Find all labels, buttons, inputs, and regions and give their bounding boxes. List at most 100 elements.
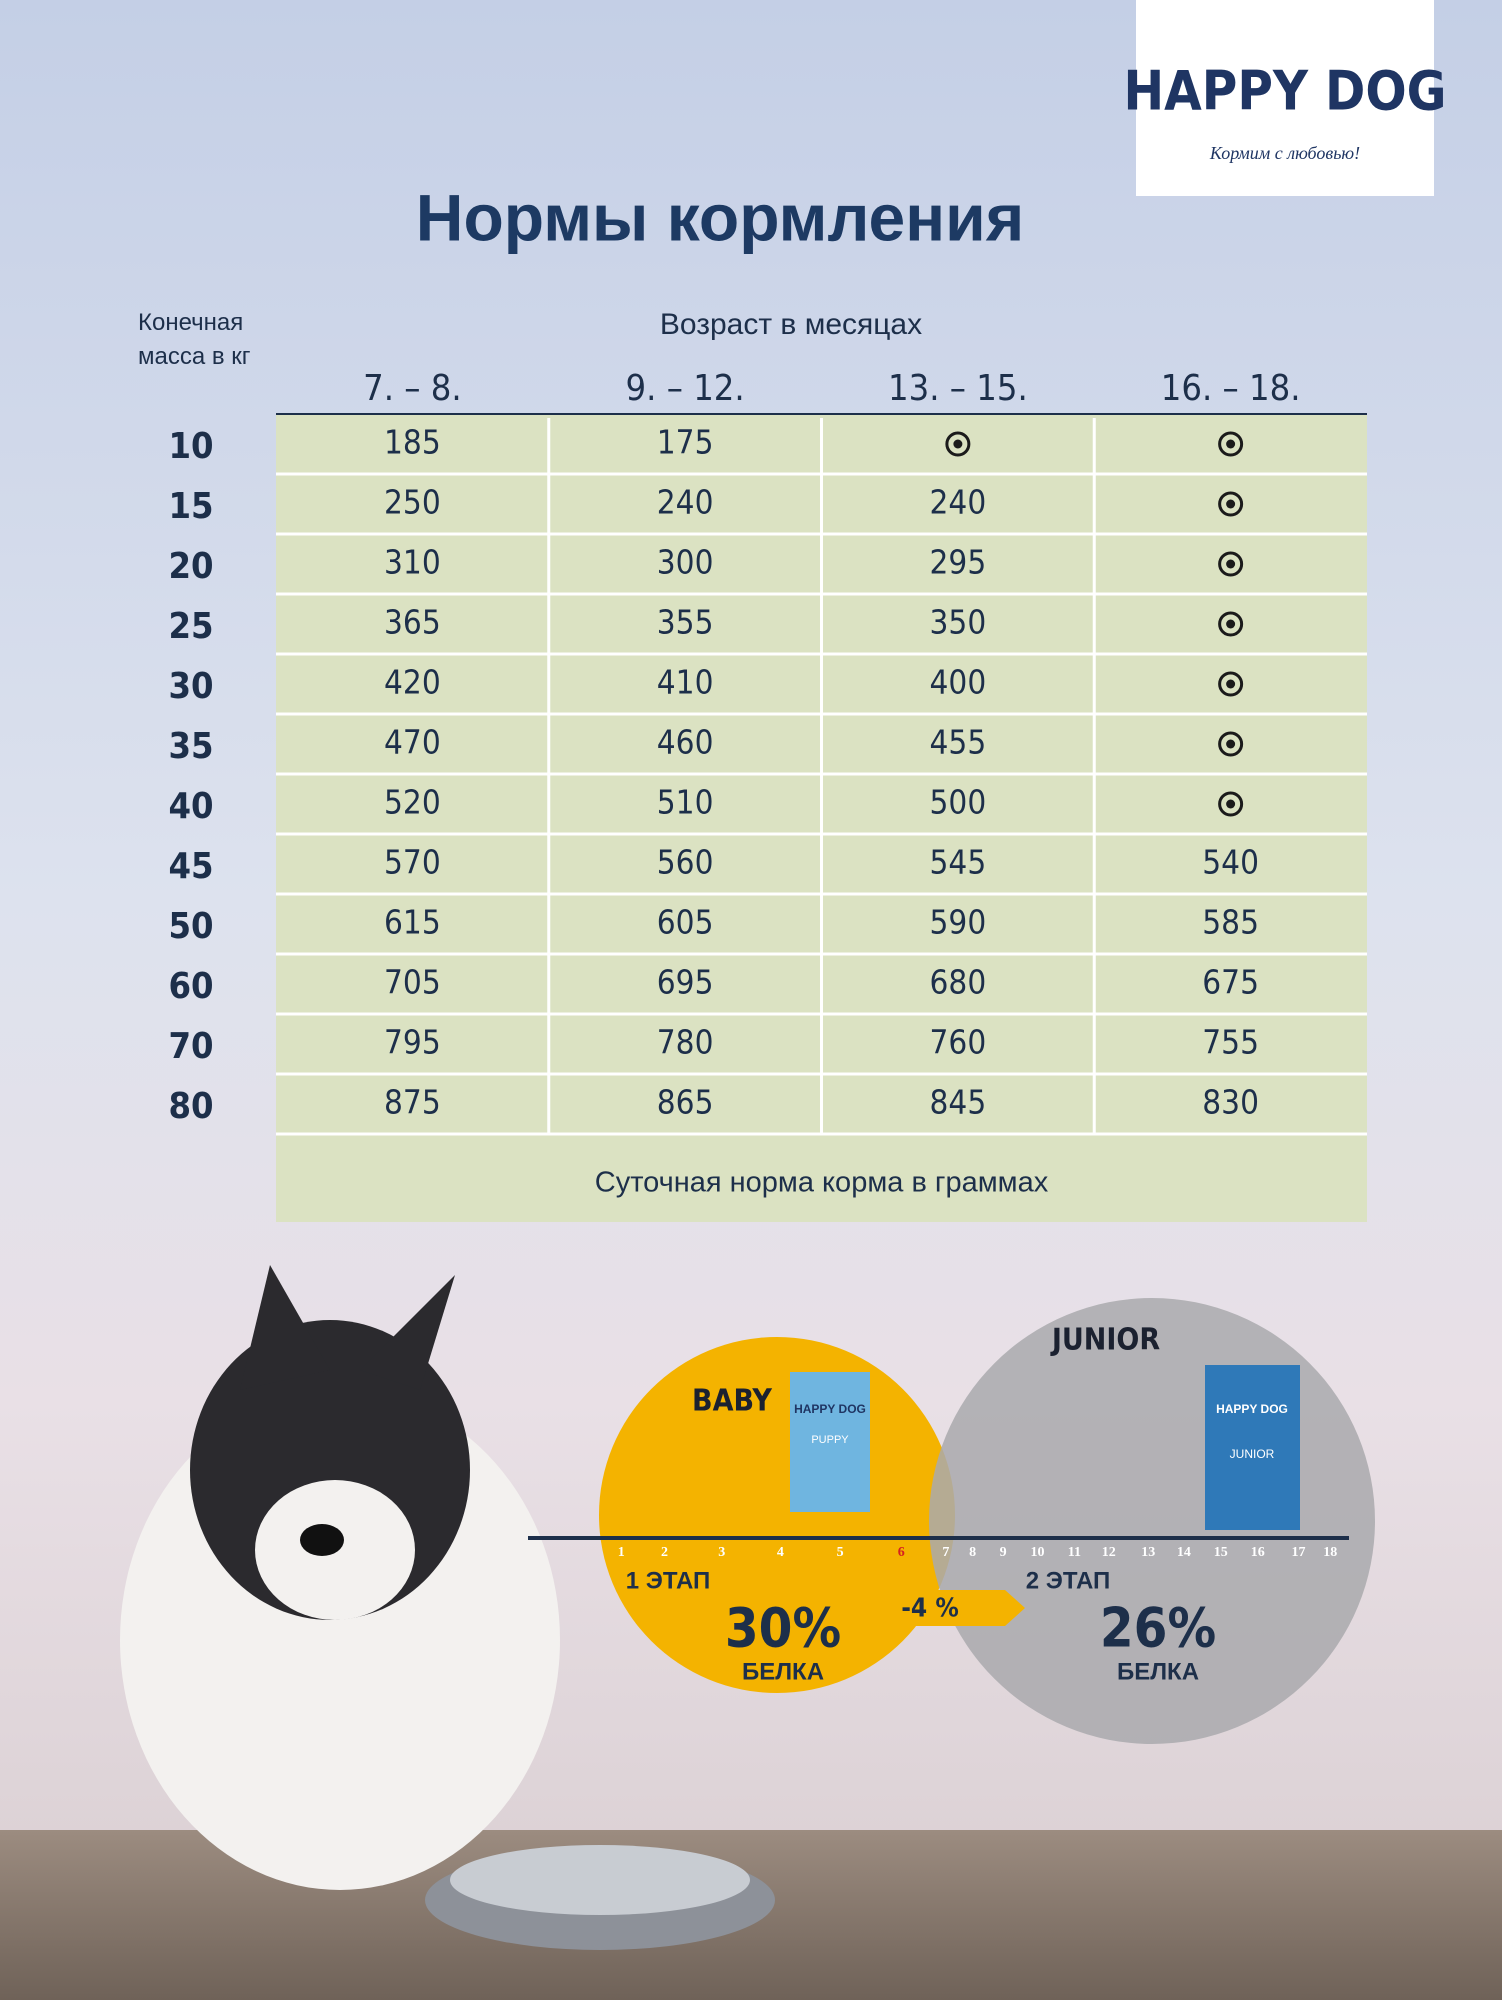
cell-value: 185: [384, 423, 441, 462]
month: 16: [1251, 1545, 1265, 1560]
cell-value: 675: [1202, 963, 1259, 1002]
cell-value: 760: [930, 1023, 987, 1062]
cell-value: 350: [930, 603, 987, 642]
month: 11: [1068, 1545, 1081, 1560]
cell-value: 250: [384, 483, 441, 522]
junior-pack: [1205, 1365, 1300, 1530]
column-header: 13. – 15.: [888, 368, 1028, 409]
column-header: 7. – 8.: [363, 368, 462, 409]
not-applicable-icon: [1218, 791, 1244, 817]
cell-value: 875: [384, 1083, 441, 1122]
cell-value: 605: [657, 903, 714, 942]
group-label: Возраст в месяцах: [660, 308, 922, 341]
month: 8: [969, 1545, 976, 1560]
weight: 60: [168, 966, 213, 1007]
cell-value: 420: [384, 663, 441, 702]
cell-value: 400: [930, 663, 987, 702]
slogan: Кормим с любовью!: [1209, 143, 1360, 163]
pack-brand: HAPPY DOG: [1216, 1402, 1288, 1416]
months: 1 2 3 4 5 6 7 8 9 10 11 12 13 14 15 16 17 18: [618, 1545, 1338, 1560]
not-applicable-icon: [1218, 731, 1244, 757]
puppy-illustration: [120, 1265, 775, 1950]
protein: 30%: [725, 1597, 841, 1660]
not-applicable-icon: [945, 431, 971, 457]
cell-value: 355: [657, 603, 714, 642]
cell-value: 560: [657, 843, 714, 882]
month: 4: [777, 1545, 784, 1560]
cell-value: 680: [930, 963, 987, 1002]
not-applicable-icon: [1218, 491, 1244, 517]
cell-value: 460: [657, 723, 714, 762]
cell-value: 300: [657, 543, 714, 582]
weight: 45: [168, 846, 213, 887]
cell-value: 520: [384, 783, 441, 822]
cell-value: 470: [384, 723, 441, 762]
cell-value: 755: [1202, 1023, 1259, 1062]
protein: 26%: [1100, 1597, 1216, 1660]
not-applicable-icon-dot: [1226, 799, 1236, 809]
cell-value: 540: [1202, 843, 1259, 882]
weight: 15: [168, 486, 213, 527]
arrow: [895, 1590, 1025, 1626]
cell-value: 310: [384, 543, 441, 582]
cell-value: 410: [657, 663, 714, 702]
cell-value: 780: [657, 1023, 714, 1062]
cell-value: 845: [930, 1083, 987, 1122]
cell-value: 365: [384, 603, 441, 642]
not-applicable-icon-dot: [1226, 439, 1236, 449]
not-applicable-icon-dot: [1226, 739, 1236, 749]
cell-value: 695: [657, 963, 714, 1002]
not-applicable-icon-dot: [1226, 499, 1236, 509]
not-applicable-icon-dot: [1226, 619, 1236, 629]
month: 15: [1214, 1545, 1228, 1560]
table: Конечная масса в кг 7. – 8. 9. – 12. 13. – 1…: [138, 309, 1367, 1222]
not-applicable-icon: [1218, 611, 1244, 637]
cell-value: 240: [930, 483, 987, 522]
stage-label: 1 ЭТАП: [626, 1567, 711, 1594]
weight: 30: [168, 666, 213, 707]
not-applicable-icon-dot: [1226, 679, 1236, 689]
cell-value: 615: [384, 903, 441, 942]
cell-value: 795: [384, 1023, 441, 1062]
weight: 10: [168, 426, 213, 467]
cell-value: 175: [657, 423, 714, 462]
junior-label: JUNIOR: [1050, 1323, 1161, 1358]
weight: 25: [168, 606, 213, 647]
month: 1: [618, 1545, 625, 1560]
month: 3: [718, 1545, 725, 1560]
cell-value: 865: [657, 1083, 714, 1122]
month: 10: [1030, 1545, 1044, 1560]
pack-name: PUPPY: [811, 1434, 849, 1446]
month: 7: [942, 1545, 949, 1560]
weight: 50: [168, 906, 213, 947]
weight: 40: [168, 786, 213, 827]
cell-value: 295: [930, 543, 987, 582]
weight: 20: [168, 546, 213, 587]
row-label: Конечная масса в кг: [138, 309, 251, 370]
protein-label: БЕЛКА: [1117, 1658, 1199, 1685]
table-footer: Суточная норма корма в граммах: [595, 1167, 1049, 1199]
cell-value: 590: [930, 903, 987, 942]
cell-value: 510: [657, 783, 714, 822]
not-applicable-icon-dot: [953, 439, 963, 449]
not-applicable-icon-dot: [1226, 559, 1236, 569]
stage-label: 2 ЭТАП: [1026, 1567, 1111, 1594]
not-applicable-icon: [1218, 431, 1244, 457]
weight: 35: [168, 726, 213, 767]
cell-value: 705: [384, 963, 441, 1002]
cell-value: 830: [1202, 1083, 1259, 1122]
cell-value: 500: [930, 783, 987, 822]
column-header: 16. – 18.: [1161, 368, 1301, 409]
not-applicable-icon: [1218, 671, 1244, 697]
pack-brand: HAPPY DOG: [794, 1402, 866, 1416]
cell-value: 585: [1202, 903, 1259, 942]
month: 2: [661, 1545, 668, 1560]
change: -4 %: [901, 1594, 959, 1624]
logo-box: [1136, 0, 1434, 196]
cell-value: 570: [384, 843, 441, 882]
pack-name: JUNIOR: [1230, 1447, 1275, 1461]
month: 9: [1000, 1545, 1007, 1560]
cell-value: 240: [657, 483, 714, 522]
column-header: 9. – 12.: [626, 368, 745, 409]
